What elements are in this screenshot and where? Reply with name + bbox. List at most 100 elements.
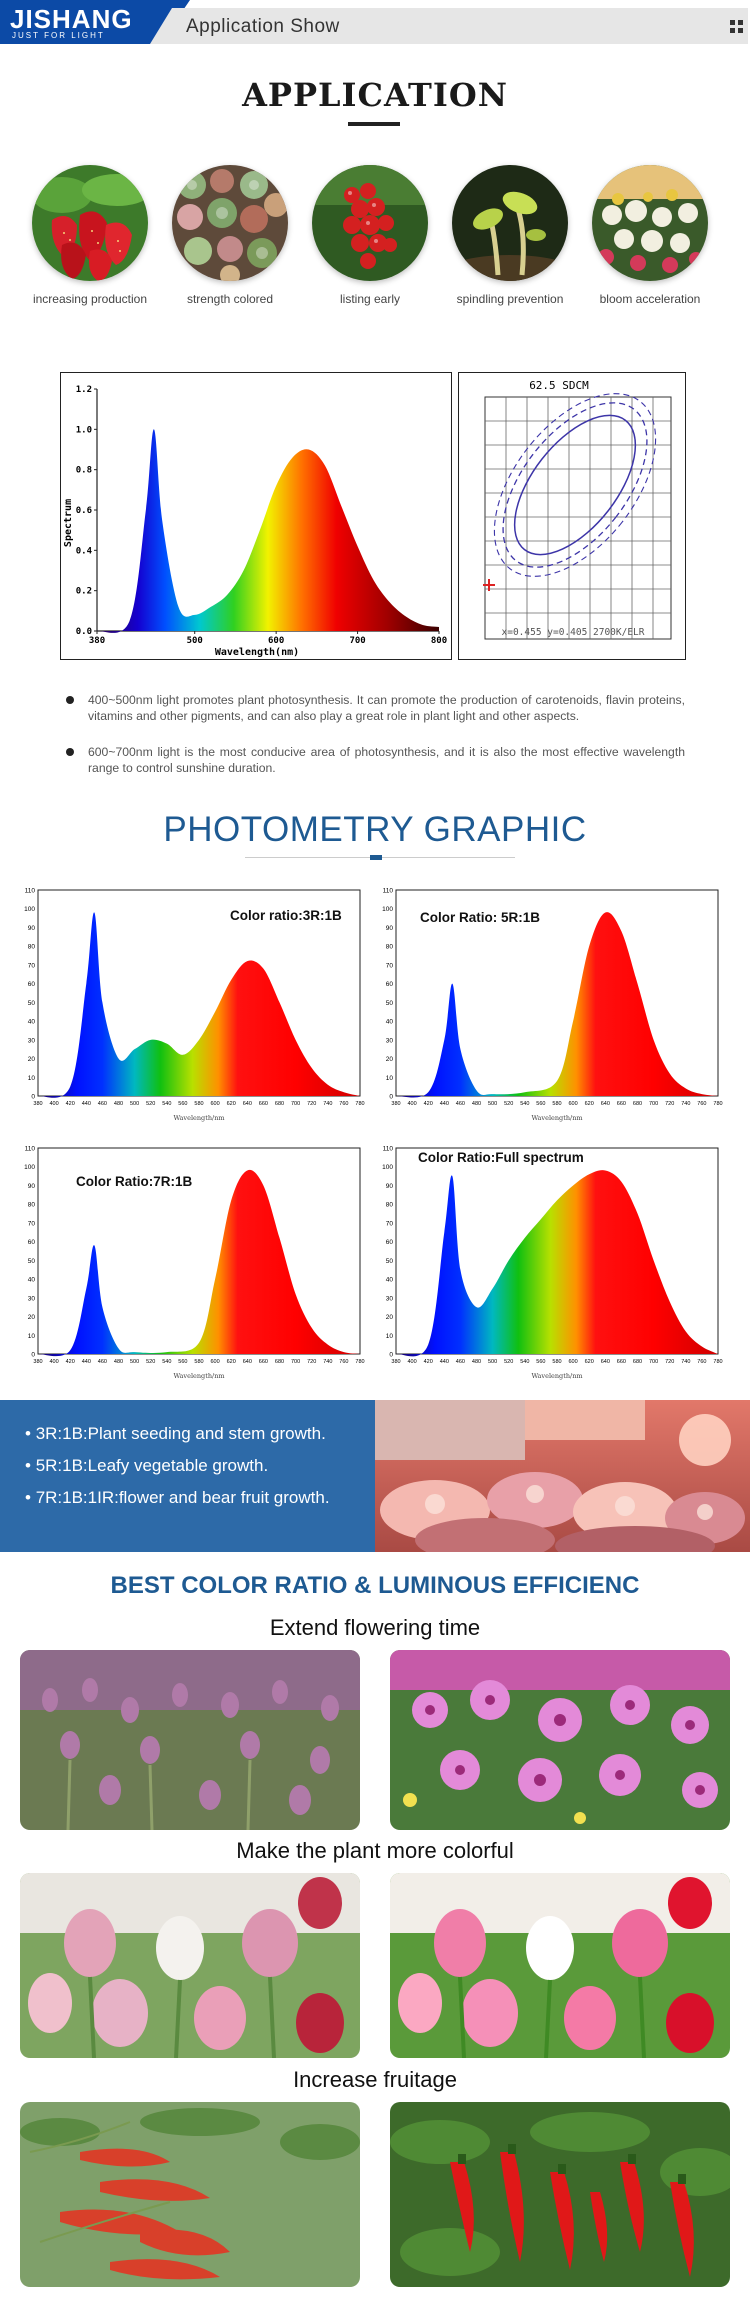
x-tick-label: 680 — [633, 1101, 642, 1107]
x-tick-label: 640 — [601, 1101, 610, 1107]
x-tick-label: 780 — [713, 1101, 722, 1107]
sprouts-photo — [452, 165, 568, 281]
x-tick-label: 420 — [66, 1101, 75, 1107]
ratio-text-3r1b: 3R:1B:Plant seeding and stem growth. — [35, 1424, 326, 1443]
x-tick-label: 720 — [665, 1359, 674, 1365]
y-tick-label: 0.0 — [76, 627, 92, 637]
x-tick-label: 440 — [440, 1359, 449, 1365]
y-tick-label: 0.2 — [76, 587, 92, 597]
heading-underline — [348, 122, 400, 126]
x-tick-label: 740 — [681, 1101, 690, 1107]
tulips-before-photo — [20, 1873, 360, 2058]
grow-light-plants-photo — [375, 1400, 750, 1552]
section-title-fruitage: Increase fruitage — [293, 2067, 457, 2092]
x-tick-label: 620 — [585, 1359, 594, 1365]
y-tick-label: 60 — [386, 1239, 394, 1246]
x-tick-label: 700 — [649, 1359, 658, 1365]
y-tick-label: 60 — [28, 981, 36, 988]
x-tick-label: 540 — [162, 1101, 171, 1107]
x-tick-label: 640 — [601, 1359, 610, 1365]
x-tick-label: 780 — [355, 1101, 364, 1107]
x-axis-label: Wavelength/nm — [531, 1114, 582, 1122]
cie-ellipse-outer — [502, 402, 648, 568]
y-tick-label: 0 — [31, 1352, 35, 1359]
x-tick-label: 480 — [114, 1101, 123, 1107]
flowers-photo — [592, 165, 708, 281]
cie-ellipse-outer2 — [493, 393, 657, 577]
photometry-heading: PHOTOMETRY GRAPHIC — [163, 810, 587, 849]
x-tick-label: 760 — [339, 1101, 348, 1107]
succulents-photo — [172, 165, 288, 281]
x-tick-label: 400 — [408, 1359, 417, 1365]
page-title: Application Show — [186, 16, 340, 37]
best-ratio-heading: BEST COLOR RATIO & LUMINOUS EFFICIENC — [110, 1572, 640, 1599]
panel-title-7r1b: Color Ratio:7R:1B — [76, 1174, 193, 1189]
x-tick-label: 760 — [697, 1359, 706, 1365]
x-tick-label: 640 — [243, 1101, 252, 1107]
spectrum-area — [38, 912, 360, 1098]
x-tick-label: 500 — [130, 1359, 139, 1365]
y-tick-label: 100 — [382, 1164, 393, 1171]
x-tick-label: 380 — [33, 1359, 42, 1365]
bullet-2-text: 600~700nm light is the most conducive ar… — [88, 745, 685, 775]
x-tick-label: 460 — [456, 1359, 465, 1365]
cie-chart: 62.5 SDCM x=0.455 y=0.405 2700K/ELR — [458, 372, 686, 660]
x-tick-label: 640 — [243, 1359, 252, 1365]
y-tick-label: 90 — [28, 1183, 36, 1190]
y-tick-label: 100 — [24, 906, 35, 913]
y-tick-label: 1.2 — [76, 385, 92, 395]
application-heading: APPLICATION — [242, 76, 508, 114]
x-tick-label: 660 — [617, 1359, 626, 1365]
section-title-colorful: Make the plant more colorful — [236, 1838, 514, 1863]
label-increasing-production: increasing production — [32, 292, 148, 306]
ratio-item-3r1b: • 3R:1B:Plant seeding and stem growth. — [25, 1424, 326, 1443]
brand-name: JISHANG — [10, 4, 133, 34]
y-tick-label: 110 — [383, 888, 394, 895]
cie-caption: x=0.455 y=0.405 2700K/ELR — [502, 627, 645, 638]
y-tick-label: 20 — [386, 1314, 394, 1321]
y-tick-label: 80 — [386, 1202, 394, 1209]
x-tick-label: 600 — [211, 1101, 220, 1107]
ratio-item-5r1b: • 5R:1B:Leafy vegetable growth. — [25, 1456, 269, 1475]
spectrum-area — [396, 912, 718, 1098]
y-tick-label: 30 — [386, 1037, 394, 1044]
x-tick-label: 620 — [585, 1101, 594, 1107]
spectrum-xlabel: Wavelength(nm) — [215, 647, 299, 658]
label-spindling-prevention: spindling prevention — [456, 292, 564, 306]
spectrum-area — [396, 1170, 718, 1357]
y-tick-label: 0.6 — [76, 506, 92, 516]
y-tick-label: 80 — [386, 944, 394, 951]
y-tick-label: 10 — [386, 1333, 394, 1340]
x-tick-label: 540 — [520, 1101, 529, 1107]
y-tick-label: 50 — [386, 1258, 394, 1265]
peppers-before-photo — [20, 2102, 360, 2287]
y-tick-label: 100 — [24, 1164, 35, 1171]
photometry-rule-mark — [370, 855, 382, 860]
tulips-after-photo — [390, 1873, 730, 2058]
spectrum-panel-3r1b: 110 100 90 80 70 60 50 40 30 20 10 0 380 400 420 440 460… — [20, 880, 376, 1130]
x-tick-label: 560 — [178, 1359, 187, 1365]
x-tick-label: 540 — [162, 1359, 171, 1365]
x-tick-label: 500 — [488, 1359, 497, 1365]
label-listing-early: listing early — [339, 292, 401, 306]
x-tick-label: 440 — [82, 1359, 91, 1365]
x-tick-label: 760 — [697, 1101, 706, 1107]
x-tick-label: 580 — [194, 1359, 203, 1365]
y-tick-label: 90 — [386, 1183, 394, 1190]
x-tick-label: 560 — [536, 1101, 545, 1107]
x-tick-label: 400 — [50, 1359, 59, 1365]
x-tick-label: 700 — [291, 1359, 300, 1365]
y-tick-label: 60 — [386, 981, 394, 988]
y-tick-label: 0.8 — [76, 466, 92, 476]
cie-ellipse-inner — [513, 414, 637, 556]
x-tick-label: 700 — [649, 1101, 658, 1107]
x-tick-label: 500 — [130, 1101, 139, 1107]
x-tick-label: 460 — [456, 1101, 465, 1107]
x-tick-label: 420 — [66, 1359, 75, 1365]
y-tick-label: 30 — [28, 1295, 36, 1302]
x-tick-label: 720 — [307, 1101, 316, 1107]
y-tick-label: 80 — [28, 944, 36, 951]
x-tick-label: 440 — [440, 1101, 449, 1107]
grid-icon[interactable] — [730, 20, 744, 34]
y-tick-label: 50 — [28, 1000, 36, 1007]
